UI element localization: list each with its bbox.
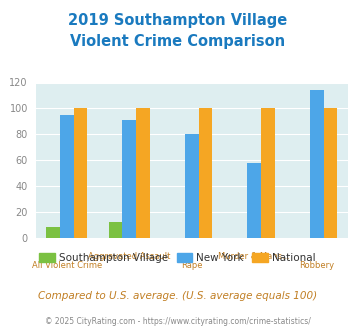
Bar	[109, 222, 122, 238]
Text: Robbery: Robbery	[299, 261, 334, 270]
Bar	[60, 115, 73, 238]
Bar	[198, 108, 212, 238]
Bar	[261, 108, 275, 238]
Bar	[122, 120, 136, 238]
Bar	[185, 134, 198, 238]
Text: Murder & Mans...: Murder & Mans...	[218, 252, 290, 261]
Text: All Violent Crime: All Violent Crime	[32, 261, 102, 270]
Text: © 2025 CityRating.com - https://www.cityrating.com/crime-statistics/: © 2025 CityRating.com - https://www.city…	[45, 317, 310, 326]
Text: 2019 Southampton Village
Violent Crime Comparison: 2019 Southampton Village Violent Crime C…	[68, 13, 287, 49]
Text: Rape: Rape	[181, 261, 202, 270]
Text: Compared to U.S. average. (U.S. average equals 100): Compared to U.S. average. (U.S. average …	[38, 291, 317, 301]
Legend: Southampton Village, New York, National: Southampton Village, New York, National	[35, 249, 320, 267]
Bar	[46, 227, 60, 238]
Bar	[310, 90, 323, 238]
Text: Aggravated Assault: Aggravated Assault	[88, 252, 170, 261]
Bar	[136, 108, 150, 238]
Bar	[323, 108, 337, 238]
Bar	[73, 108, 87, 238]
Bar	[247, 163, 261, 238]
